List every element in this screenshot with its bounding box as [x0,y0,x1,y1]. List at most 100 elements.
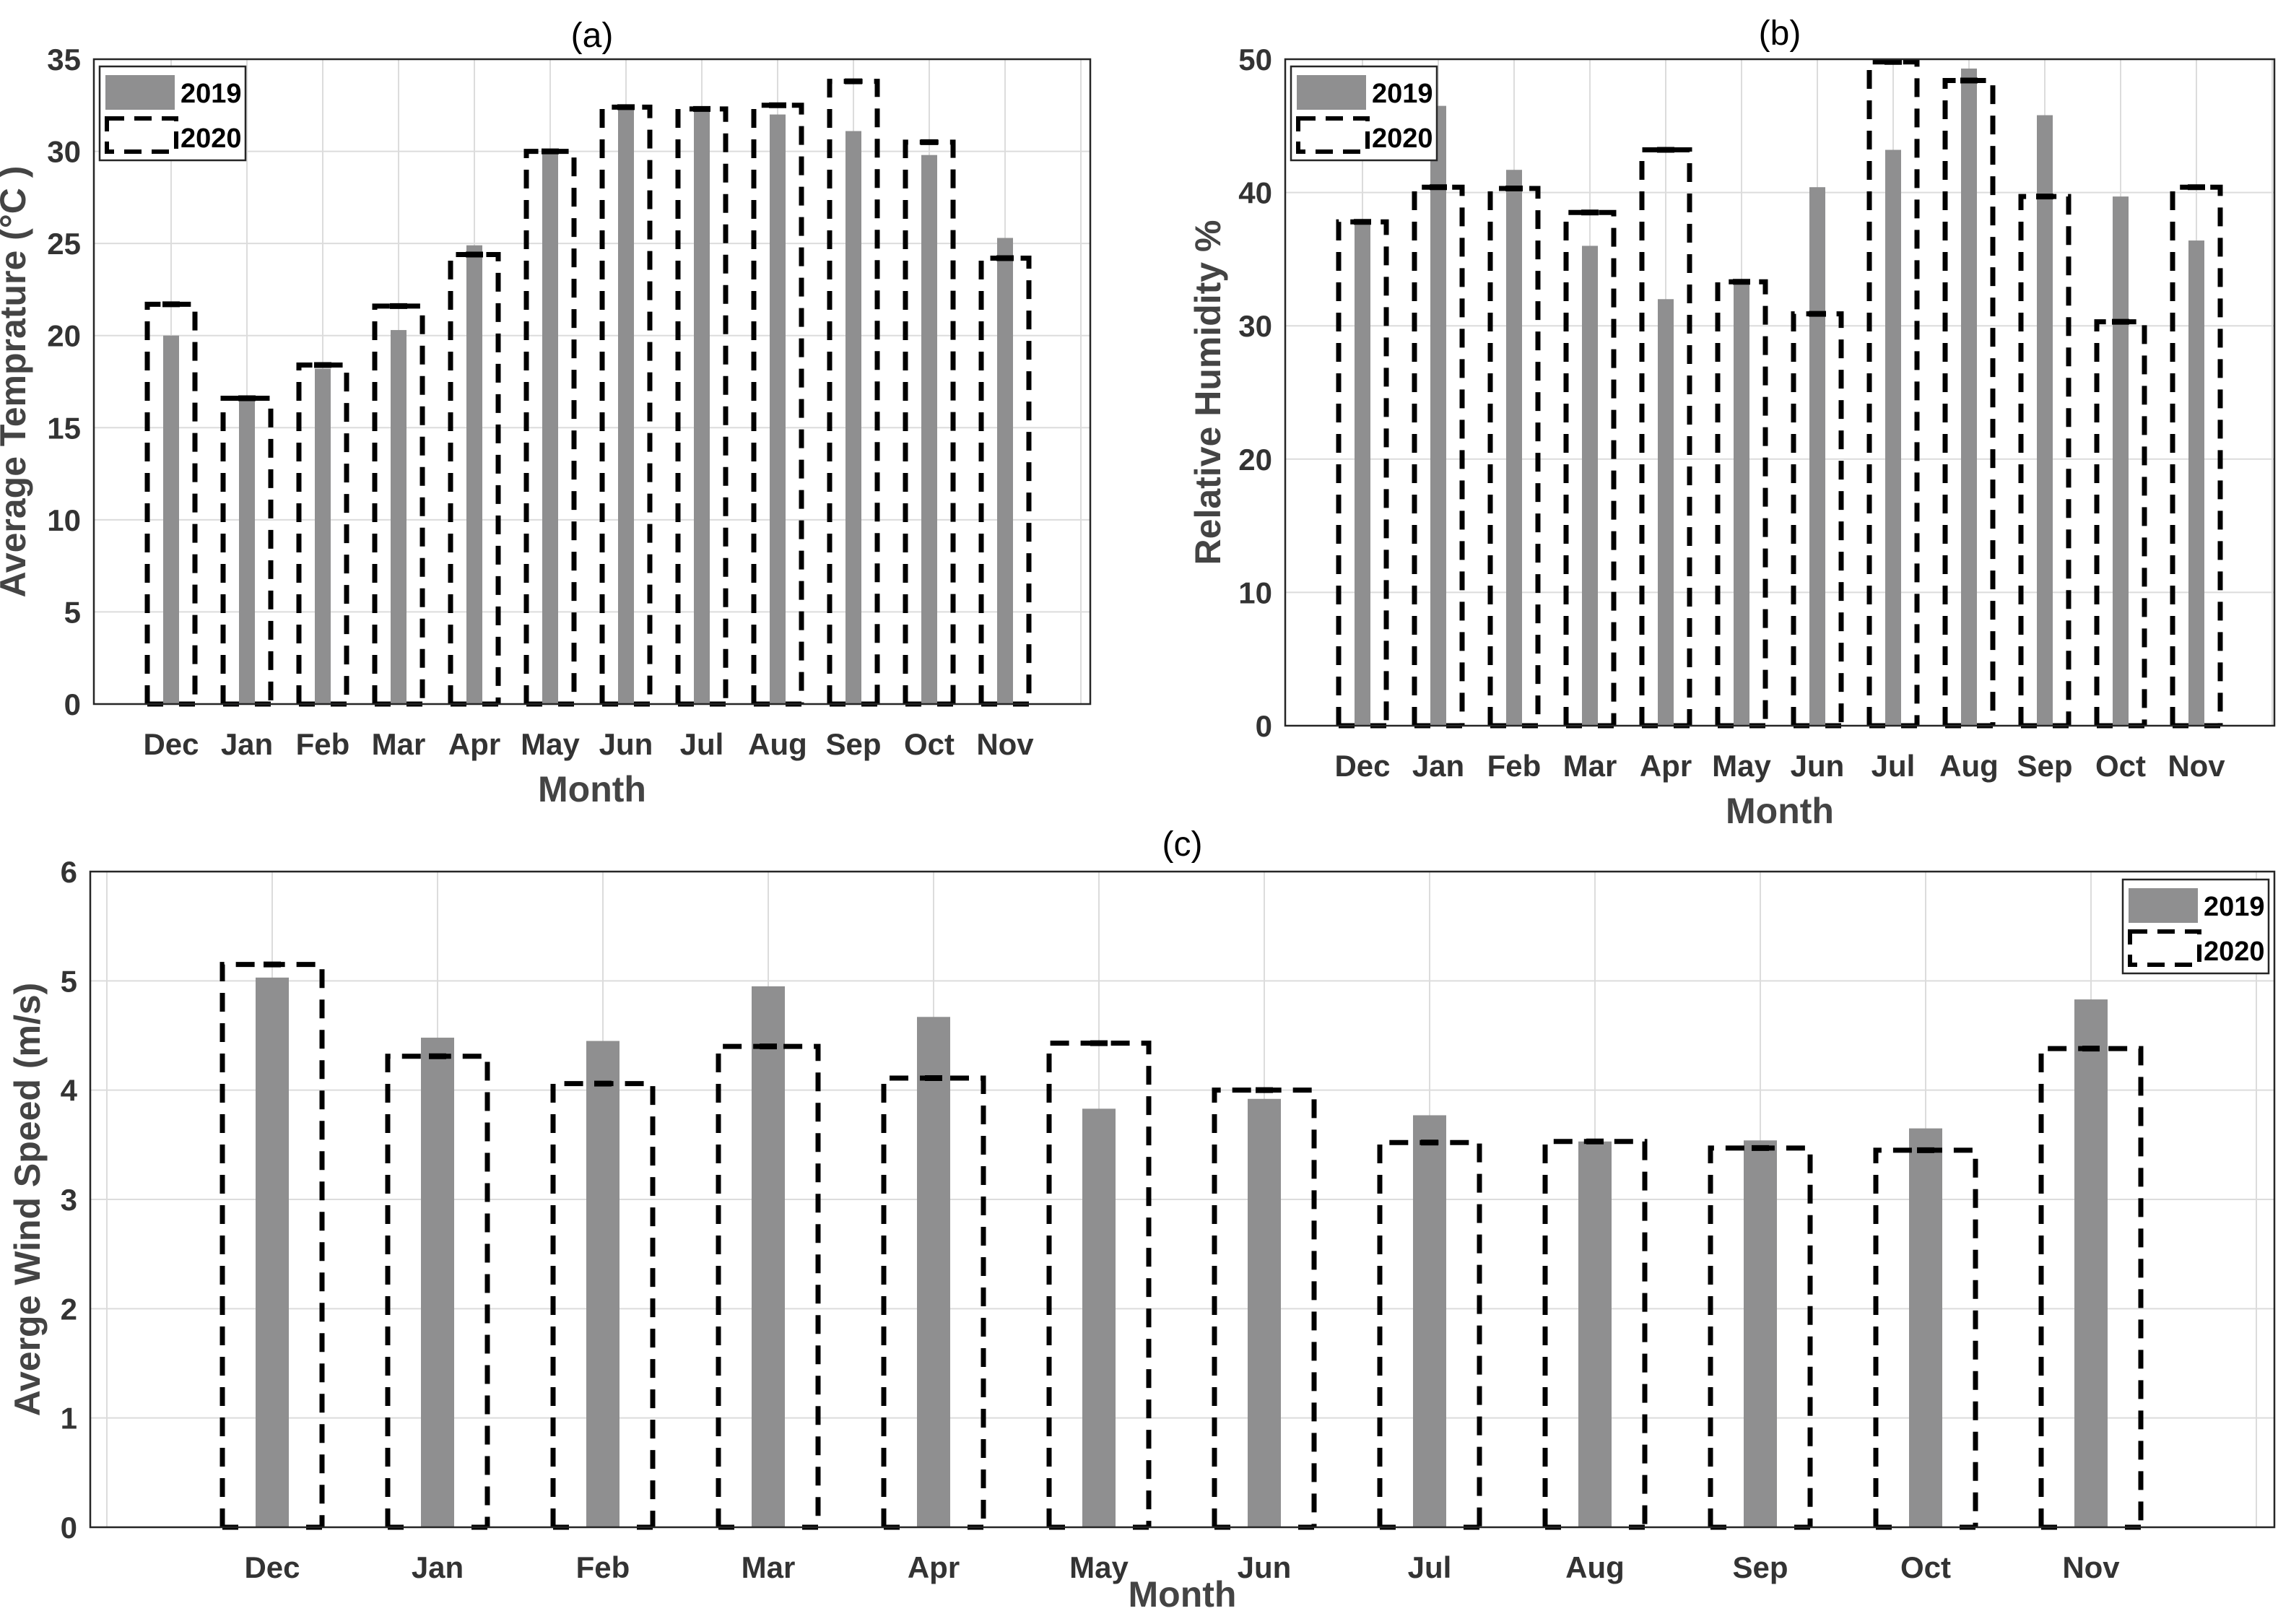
bar-2019-dec [163,335,179,704]
axes-frame [89,870,2276,1529]
y-tick-label: 15 [47,411,81,445]
bar-2019-aug [1578,1141,1612,1527]
bar-2019-sep [845,131,861,704]
bar-2020-dec [144,301,198,704]
x-tick-label: May [1712,749,1771,783]
panel-title: (c) [1162,825,1203,864]
x-tick-label: Sep [825,727,881,761]
plot-area [1285,59,2274,726]
x-tick-label: Mar [742,1550,796,1584]
bar-2019-feb [315,368,331,704]
bar-2019-oct [1909,1128,1942,1527]
legend-swatch-2019 [2129,888,2198,923]
x-tick-label: Mar [372,727,426,761]
y-tick-label: 1 [61,1402,77,1436]
bar-2019-jan [421,1038,454,1527]
x-tick-label: Oct [2095,749,2146,783]
x-tick-label: Dec [1334,749,1390,783]
chart-panel-b: 0 10 20 30 40 50 Dec Jan Feb Mar Apr May Jun Jul Aug Se… [1188,14,2276,831]
x-tick-label: Nov [2062,1550,2120,1584]
x-tick-label: Dec [143,727,199,761]
legend-label-2019: 2019 [181,79,242,109]
bar-2019-may [1734,283,1749,726]
bar-2019-sep [2037,115,2053,726]
y-tick-label: 3 [61,1183,77,1217]
x-tick-label: Aug [1939,749,1999,783]
bar-2019-jul [1413,1115,1446,1527]
panel-title: (a) [571,17,614,55]
x-tick-label: Jul [1872,749,1916,783]
x-tick-label: Oct [904,727,955,761]
x-axis-label: Month [1726,791,1834,831]
y-tick-label: 0 [61,1511,77,1545]
bar-2019-oct [921,155,937,704]
axes-frame [92,58,1092,705]
x-tick-label: Sep [2017,749,2072,783]
chart-panel-c: 0 1 2 3 4 5 6 Dec Jan Feb Mar Apr May Jun Jul Aug Sep Oct… [7,825,2276,1615]
y-axis-label: Average Temprature (°C ) [0,166,33,598]
y-tick-label: 5 [61,964,77,998]
x-tick-label: Apr [908,1550,960,1584]
x-tick-label: Feb [576,1550,630,1584]
x-tick-label: Jul [1408,1550,1452,1584]
legend-label-2020: 2020 [2204,937,2265,967]
y-tick-label: 5 [64,595,81,629]
y-tick-label: 50 [1238,43,1272,77]
x-tick-label: Jun [1238,1550,1292,1584]
bar-2019-feb [1506,170,1522,726]
bar-2019-may [1082,1108,1116,1527]
y-tick-label: 6 [61,855,77,889]
x-tick-label: Sep [1732,1550,1788,1584]
y-tick-label: 40 [1238,176,1272,210]
y-tick-label: 30 [47,135,81,169]
x-tick-label: Jan [1412,749,1464,783]
legend-swatch-2020 [2128,929,2201,967]
bar-2019-aug [770,114,786,705]
legend: 2019 2020 [1290,65,1438,162]
y-tick-label: 0 [64,687,81,721]
bar-2020-apr [1639,147,1692,726]
bar-2020-mar [1563,209,1617,726]
x-tick-label: Oct [1900,1550,1951,1584]
bar-2019-apr [917,1017,950,1527]
legend-label-2019: 2019 [2204,892,2265,922]
x-tick-label: Apr [1640,749,1692,783]
y-axis-label: Averge Wind Speed (m/s) [7,983,48,1417]
y-tick-label: 10 [1238,576,1272,609]
y-tick-label: 20 [47,319,81,353]
bar-2019-dec [1355,219,1370,726]
bar-2019-jul [1885,149,1901,726]
legend: 2019 2020 [98,65,247,162]
x-tick-label: Apr [448,727,500,761]
x-tick-label: Jan [221,727,273,761]
x-tick-label: Jun [1791,749,1845,783]
x-tick-label: Jun [599,727,653,761]
bar-2019-sep [1744,1140,1777,1527]
legend-label-2020: 2020 [1372,123,1433,154]
bar-2020-jul [1866,59,1920,726]
bar-2019-jan [1430,105,1446,726]
panel-title: (b) [1759,14,1801,53]
x-tick-label: Nov [2168,749,2225,783]
x-tick-label: May [521,727,580,761]
bar-2019-apr [1658,299,1674,726]
x-tick-label: Aug [1565,1550,1625,1584]
x-tick-label: Mar [1563,749,1617,783]
legend-swatch-2020 [1296,116,1370,154]
legend-label-2020: 2020 [181,123,242,154]
bar-2019-jun [1248,1098,1281,1527]
y-axis-label: Relative Humidity % [1188,220,1228,565]
bar-2019-jun [1809,187,1825,726]
bar-2020-mar [372,303,425,704]
bar-2019-mar [391,330,407,704]
x-tick-label: May [1069,1550,1129,1584]
bar-2020-feb [296,362,349,704]
x-tick-label: Jul [680,727,724,761]
legend: 2019 2020 [2121,878,2270,975]
y-tick-label: 25 [47,227,81,261]
y-tick-label: 20 [1238,443,1272,477]
y-tick-label: 2 [61,1292,77,1326]
x-tick-label: Nov [976,727,1034,761]
x-tick-label: Feb [296,727,350,761]
bar-2019-nov [2188,240,2204,726]
